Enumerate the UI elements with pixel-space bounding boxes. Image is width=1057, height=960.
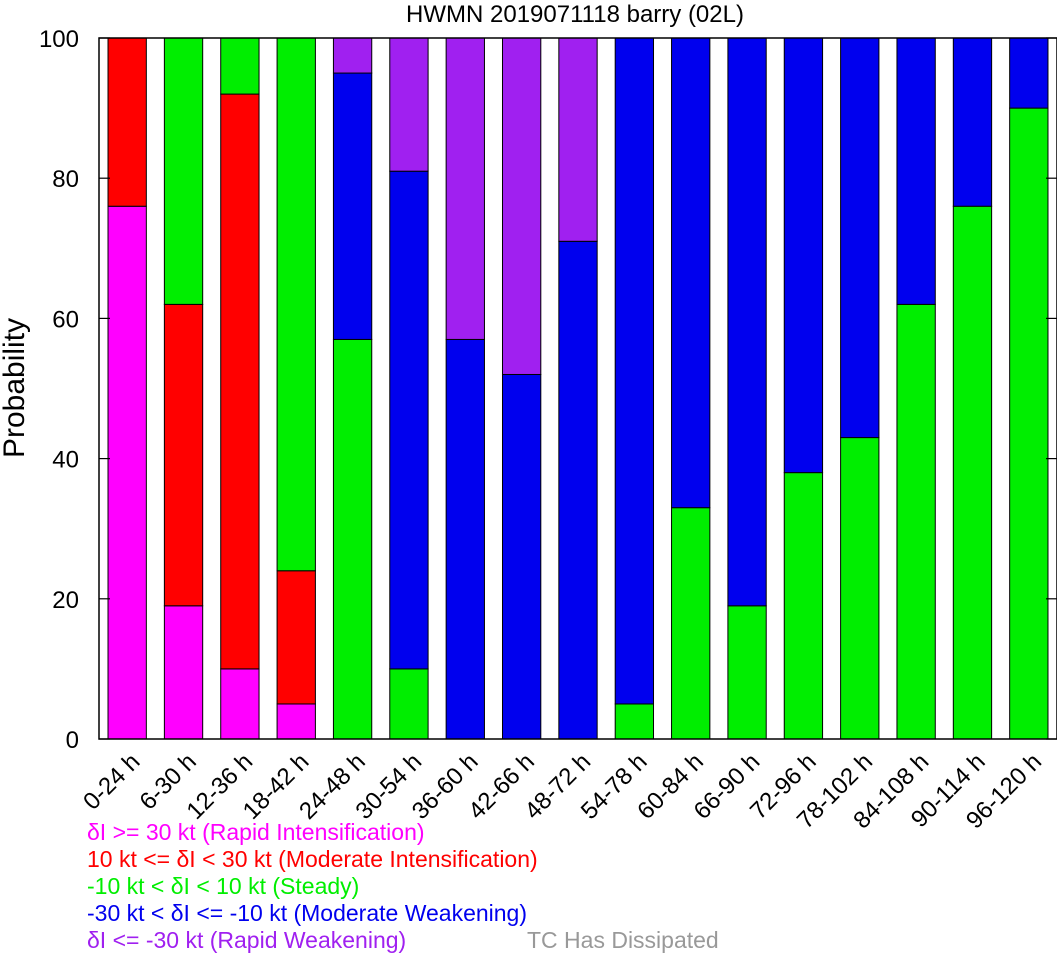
- bar-segment: [727, 605, 767, 740]
- bar-segment: [1009, 37, 1049, 109]
- bar-segment: [332, 338, 373, 740]
- bar-segment: [558, 240, 598, 740]
- bar-segment: [163, 37, 204, 305]
- bar-segment: [840, 37, 880, 439]
- bar-segment: [389, 37, 429, 172]
- legend-entry: -30 kt < δI <= -10 kt (Moderate Weakenin…: [87, 900, 527, 926]
- ticks-layer: 0 20 40 60 80 100: [39, 26, 1057, 754]
- bar-segment: [276, 37, 316, 572]
- y-axis-label: Probability: [0, 318, 31, 458]
- bars-layer: [107, 37, 1049, 740]
- bar-segment: [501, 373, 542, 740]
- bar-segment: [952, 205, 993, 740]
- bar-segment: [220, 37, 260, 95]
- bar-segment: [389, 668, 429, 740]
- y-tick-label: 80: [52, 166, 79, 193]
- bar-segment: [896, 303, 936, 740]
- bar-segment: [163, 303, 204, 607]
- bar-segment: [671, 37, 711, 509]
- bar-segment: [332, 72, 373, 340]
- bar-segment: [671, 507, 711, 740]
- bar-segment: [1009, 107, 1049, 740]
- bar-segment: [220, 668, 260, 740]
- legend-entry: δI <= -30 kt (Rapid Weakening): [87, 927, 406, 953]
- bar-segment: [783, 472, 824, 740]
- bar-segment: [389, 170, 429, 670]
- legend-entry: δI >= 30 kt (Rapid Intensification): [87, 819, 425, 845]
- bar-segment: [896, 37, 936, 305]
- bar-segment: [445, 37, 485, 340]
- bar-segment: [332, 37, 373, 74]
- y-tick-label: 100: [39, 26, 79, 53]
- chart-title: HWMN 2019071118 barry (02L): [406, 1, 744, 28]
- bar-segment: [220, 93, 260, 670]
- bar-segment: [501, 37, 542, 375]
- bar-segment: [558, 37, 598, 242]
- legend: δI >= 30 kt (Rapid Intensification)10 kt…: [87, 819, 719, 953]
- bar-segment: [614, 37, 655, 705]
- y-tick-label: 40: [52, 447, 79, 474]
- bar-segment: [276, 703, 316, 740]
- bar-segment: [107, 37, 147, 207]
- plot-frame: [98, 37, 1057, 740]
- bar-segment: [276, 570, 316, 705]
- legend-entry-dissipated: TC Has Dissipated: [527, 927, 719, 953]
- bar-segment: [163, 605, 204, 740]
- bar-segment: [445, 338, 485, 740]
- bar-segment: [727, 37, 767, 607]
- bar-segment: [840, 437, 880, 740]
- legend-entry: -10 kt < δI < 10 kt (Steady): [87, 873, 359, 899]
- y-tick-label: 0: [66, 727, 79, 754]
- bar-segment: [783, 37, 824, 474]
- bar-segment: [107, 205, 147, 740]
- x-tick-label: 0-24 h: [78, 748, 145, 815]
- y-tick-label: 60: [52, 306, 79, 333]
- bar-segment: [614, 703, 655, 740]
- bar-segment: [952, 37, 993, 207]
- y-tick-label: 20: [52, 587, 79, 614]
- legend-entry: 10 kt <= δI < 30 kt (Moderate Intensific…: [87, 846, 538, 872]
